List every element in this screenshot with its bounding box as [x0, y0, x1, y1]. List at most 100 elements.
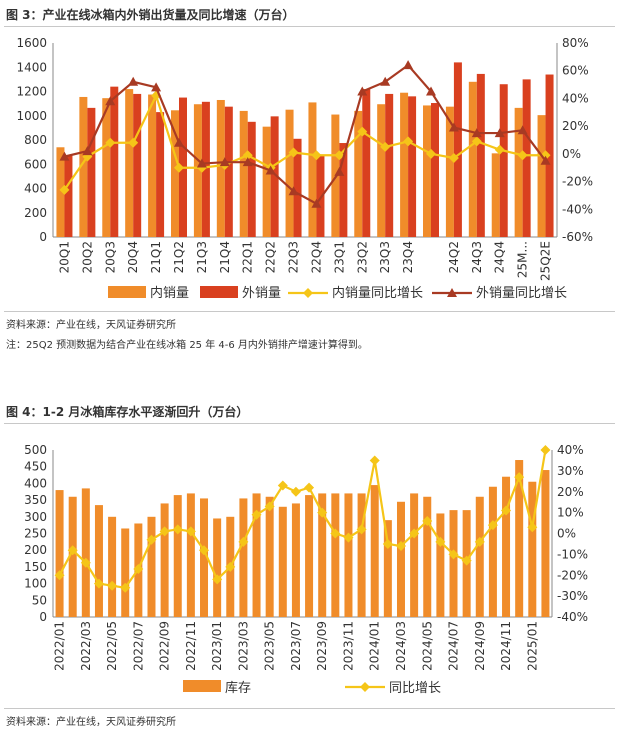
chart2-y-left-tick: 250 — [24, 527, 47, 541]
chart2-line-yoy-point — [540, 445, 551, 455]
chart1-line-domestic-yoy-point — [128, 137, 139, 148]
chart2-y-left-tick: 100 — [24, 577, 47, 591]
chart1-x-tick: 24Q3 — [470, 241, 484, 273]
chart2-legend-label-yoy: 同比增长 — [389, 681, 441, 696]
chart2-legend-marker-yoy — [360, 682, 370, 692]
chart2-line-yoy-point — [212, 574, 223, 585]
chart2-line-yoy-point — [487, 520, 498, 531]
chart1-legend-label-domestic: 内销量 — [150, 285, 189, 301]
chart1-legend: 内销量 外销量 内销量同比增长 外销量同比增长 — [108, 285, 567, 301]
chart2-x-tick: 2023/05 — [263, 621, 277, 671]
chart2-line-yoy-point — [199, 545, 210, 556]
chart1-bar-domestic — [491, 153, 500, 237]
chart1-x-tick: 23Q2 — [355, 241, 369, 273]
chart1-line-domestic-yoy-point — [403, 136, 414, 147]
chart1-x-tick: 24Q2 — [447, 241, 461, 273]
chart2-y-right-tick: 40% — [557, 443, 584, 457]
chart1-bar-export — [453, 62, 462, 238]
chart1-x-tick: 23Q3 — [378, 241, 392, 273]
chart1-bar-domestic — [537, 115, 546, 237]
chart2-bar-inventory — [147, 516, 156, 617]
chart2-bar-inventory — [291, 503, 300, 617]
chart2-x-tick: 2023/01 — [210, 621, 224, 671]
chart2-y-right-tick: -20% — [557, 568, 588, 582]
chart1-line-domestic-yoy-point — [517, 150, 528, 161]
chart1-y-right-tick: 40% — [562, 91, 589, 105]
chart2-y-left-tick: 150 — [24, 560, 47, 574]
chart2-bar-inventory — [502, 476, 511, 617]
chart1-bar-domestic — [125, 89, 134, 237]
chart2-line-yoy-point — [225, 561, 236, 572]
chart1-line-export-yoy-path — [64, 63, 547, 206]
chart2-y-right-tick: -40% — [557, 610, 588, 624]
chart1-bar-domestic — [468, 81, 477, 237]
chart1-line-export-yoy-point — [380, 76, 391, 86]
chart1-bar-domestic — [102, 98, 111, 237]
chart1-x-tick: 24Q4 — [493, 241, 507, 273]
chart1-bar-export — [293, 138, 302, 237]
chart1-x-tick: 20Q2 — [80, 241, 94, 273]
chart1-line-domestic-yoy-point — [426, 148, 436, 159]
chart1-line-domestic-yoy-point — [311, 150, 322, 161]
chart2-line-yoy-point — [159, 526, 170, 537]
chart2-y-right-tick: 0% — [557, 527, 576, 541]
chart1-bar-export — [476, 73, 485, 237]
chart1-y-right-tick: -40% — [562, 202, 593, 216]
chart2-line-yoy-point — [304, 482, 315, 493]
chart2-x-tick: 2023/11 — [341, 621, 355, 671]
chart1-line-domestic-yoy-point — [105, 137, 116, 148]
chart1-line-export-yoy-point — [128, 76, 139, 86]
chart2-legend: 库存 同比增长 — [183, 680, 441, 696]
chart1-line-export-yoy-point — [59, 151, 70, 161]
chart2-line-yoy-path — [58, 449, 547, 589]
chart1-bar-domestic — [148, 94, 157, 237]
chart1-x-tick: 22Q2 — [264, 241, 278, 273]
chart1-line-export-yoy-point — [471, 128, 482, 138]
chart2-bar-inventory — [305, 495, 314, 617]
chart2-x-tick: 2022/03 — [79, 621, 93, 671]
chart2-bar-inventory — [265, 496, 274, 617]
chart2-line-yoy-point — [120, 582, 131, 593]
chart1-x-tick: 23Q1 — [332, 241, 346, 273]
chart2-bar-inventory — [449, 510, 458, 617]
chart2-bar-inventory — [423, 496, 432, 617]
chart2-bar-inventory — [239, 498, 248, 617]
chart1-line-export-yoy-point — [82, 146, 93, 156]
chart1-line-export-yoy-point — [517, 125, 528, 135]
chart2-line-yoy-point — [514, 472, 525, 483]
chart1-line-domestic-yoy-point — [471, 136, 482, 147]
chart2-line-yoy-point — [317, 507, 328, 518]
chart2-bar-inventory — [370, 485, 379, 617]
chart2-bar-inventory — [160, 503, 169, 617]
chart2-line-yoy-point — [527, 522, 538, 533]
chart2-line-yoy-point — [185, 526, 196, 537]
chart2-bar-inventory — [121, 528, 130, 617]
chart2-bar-inventory — [528, 481, 537, 617]
chart1-line-domestic-yoy-point — [448, 153, 459, 164]
chart1-x-ticks: 20Q1 20Q2 20Q3 20Q4 21Q1 21Q2 21Q3 21Q4 22Q1 22Q2… — [57, 241, 552, 281]
chart2-y-left-tick: 500 — [24, 443, 47, 457]
chart2-line-yoy-point — [330, 528, 341, 539]
chart1-x-tick: 20Q3 — [103, 241, 117, 273]
chart2-bar-inventory — [396, 501, 405, 617]
chart2-line-yoy-point — [356, 524, 367, 535]
chart1-y-right-tick: 0% — [562, 147, 581, 161]
chart2-bar-inventory — [55, 490, 64, 617]
figure1-source-rule — [4, 311, 615, 312]
chart2-line-yoy-point — [277, 480, 288, 491]
chart1-legend-swatch-domestic — [108, 286, 146, 298]
chart1-bar-export — [133, 93, 142, 237]
figure1-note: 注：25Q2 预测数据为结合产业在线冰箱 25 年 4-6 月内外销排产增速计算… — [6, 340, 368, 351]
chart2-line-yoy-point — [251, 509, 262, 520]
chart1-line-domestic-yoy-point — [242, 150, 253, 161]
chart1-line-domestic-yoy-point — [494, 144, 505, 155]
chart2-x-tick: 2023/09 — [315, 621, 329, 671]
chart1-bars — [56, 62, 554, 238]
chart1-x-tick: 22Q1 — [241, 241, 255, 273]
chart2-y-right-tick: -10% — [557, 547, 588, 561]
chart1-line-domestic-yoy-point — [357, 126, 368, 137]
chart2-y-right-tick: 30% — [557, 464, 584, 478]
chart2-bar-inventory — [436, 513, 445, 617]
chart2-line-yoy-point — [290, 486, 301, 497]
chart1-line-domestic-yoy-path — [63, 92, 546, 191]
